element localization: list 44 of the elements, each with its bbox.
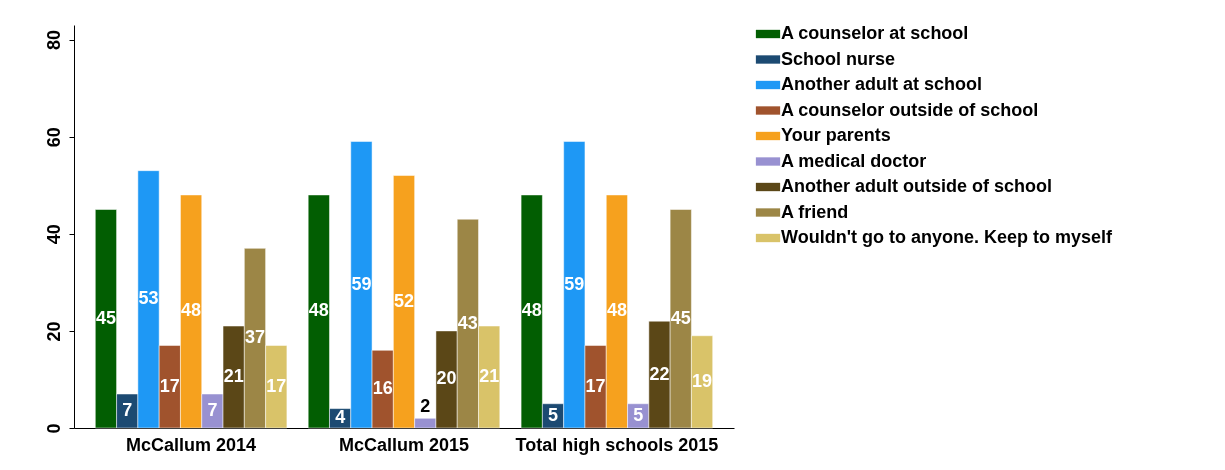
y-tick-label: 40: [43, 224, 64, 245]
legend-label: Wouldn't go to anyone. Keep to myself: [781, 227, 1113, 247]
data-label: 16: [372, 378, 393, 399]
data-label: 52: [393, 290, 415, 311]
y-tick-label: 60: [43, 127, 64, 148]
legend-label: A counselor outside of school: [781, 99, 1039, 120]
data-label: 17: [159, 375, 180, 396]
data-label: 7: [122, 400, 133, 421]
data-label: 48: [181, 300, 202, 321]
legend-label: Another adult outside of school: [781, 176, 1052, 196]
data-label: 59: [564, 273, 585, 294]
data-label: 17: [585, 375, 606, 396]
legend-label: A medical doctor: [781, 150, 927, 171]
data-label: 19: [692, 370, 713, 391]
data-label: 43: [457, 312, 478, 333]
y-tick-label: 20: [43, 321, 64, 342]
data-label: 45: [670, 307, 691, 328]
legend-label: Your parents: [781, 125, 891, 145]
x-tick-label: McCallum 2014: [126, 434, 257, 455]
y-tick-label: 0: [43, 423, 64, 434]
data-label: 5: [548, 404, 559, 425]
y-tick-label: 80: [43, 30, 64, 51]
x-tick-label: McCallum 2015: [338, 434, 470, 455]
data-label: 45: [95, 307, 116, 328]
data-label: 59: [351, 273, 372, 294]
data-label: 48: [308, 300, 329, 321]
data-label: 20: [436, 368, 457, 389]
data-label: 7: [207, 400, 218, 421]
data-label: 17: [266, 375, 287, 396]
data-label: 21: [479, 366, 500, 387]
data-label: 37: [244, 327, 265, 348]
data-label: 21: [223, 366, 244, 387]
legend-label: Another adult at school: [781, 74, 983, 94]
data-label: 48: [521, 300, 542, 321]
data-label: 53: [138, 288, 159, 309]
legend-label: School nurse: [781, 48, 896, 69]
data-label: 5: [633, 404, 644, 425]
data-label: 4: [335, 407, 346, 428]
data-label: 22: [649, 363, 670, 384]
data-label: 2: [420, 396, 431, 417]
legend-label: A counselor at school: [781, 23, 969, 43]
data-label: 48: [606, 300, 627, 321]
x-tick-label: Total high schools 2015: [515, 434, 719, 455]
legend-label: A friend: [781, 201, 849, 222]
